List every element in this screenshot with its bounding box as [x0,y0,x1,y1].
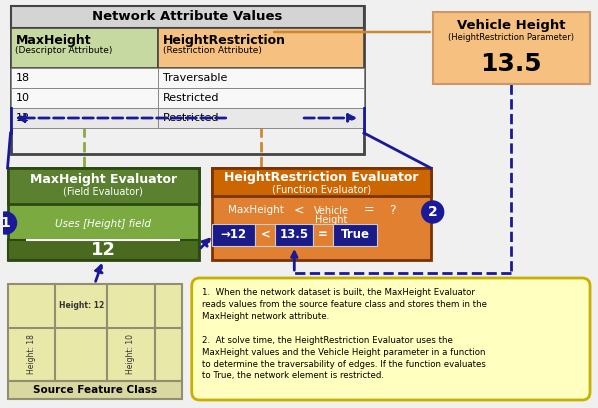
Bar [433,12,590,84]
Circle shape [0,212,17,234]
Text: (Restriction Attribute): (Restriction Attribute) [163,46,262,55]
Text: =: = [318,228,328,242]
Bar [158,88,364,108]
Bar [333,224,377,246]
Bar [212,168,431,260]
Text: Height: Height [315,215,347,225]
Bar [158,68,364,88]
Text: Traversable: Traversable [163,73,227,83]
Bar [158,28,364,68]
Bar [212,224,255,246]
Text: <: < [294,204,304,217]
Text: 2: 2 [428,205,438,219]
Bar [11,88,158,108]
Text: <: < [261,228,270,242]
Text: Height: 18: Height: 18 [27,334,36,374]
Text: MaxHeight: MaxHeight [228,205,283,215]
Text: True: True [340,228,370,242]
Text: (Descriptor Attribute): (Descriptor Attribute) [16,46,113,55]
Bar [11,28,158,68]
Bar [11,108,158,128]
Text: Network Attribute Values: Network Attribute Values [92,11,282,24]
Circle shape [422,201,444,223]
Text: HeightRestriction: HeightRestriction [163,34,286,47]
Text: (Function Evaluator): (Function Evaluator) [271,184,371,194]
Text: 13.5: 13.5 [481,52,542,76]
FancyBboxPatch shape [192,278,590,400]
Bar [8,284,182,381]
Text: (HeightRestriction Parameter): (HeightRestriction Parameter) [448,33,574,42]
Text: Restricted: Restricted [163,93,219,103]
Text: 1: 1 [1,216,10,230]
Bar [276,224,313,246]
Bar [8,168,199,260]
Text: =: = [364,204,374,217]
Text: ?: ? [389,204,396,217]
Text: 2.  At solve time, the HeightRestriction Evaluator uses the
MaxHeight values and: 2. At solve time, the HeightRestriction … [202,336,486,380]
Text: Uses [Height] field: Uses [Height] field [55,219,151,229]
Text: 1.  When the network dataset is built, the MaxHeight Evaluator
reads values from: 1. When the network dataset is built, th… [202,288,487,321]
Text: 18: 18 [16,73,30,83]
Bar [313,224,333,246]
Text: MaxHeight: MaxHeight [16,34,91,47]
Text: 12: 12 [16,113,30,123]
Text: Vehicle: Vehicle [313,206,349,216]
Bar [8,240,199,260]
Text: MaxHeight Evaluator: MaxHeight Evaluator [29,173,176,186]
Bar [8,168,199,204]
Text: 10: 10 [16,93,29,103]
Text: Source Feature Class: Source Feature Class [33,385,157,395]
Bar [11,6,364,154]
Text: HeightRestriction Evaluator: HeightRestriction Evaluator [224,171,419,184]
Bar [11,68,158,88]
Text: Restricted: Restricted [163,113,219,123]
Bar [255,224,276,246]
Text: 13.5: 13.5 [280,228,309,242]
Text: Height: 12: Height: 12 [59,301,104,310]
Bar [8,381,182,399]
Text: 12: 12 [91,241,115,259]
Text: Height: 10: Height: 10 [127,334,136,374]
Bar [212,168,431,196]
Text: (Field Evaluator): (Field Evaluator) [63,187,143,197]
Bar [158,108,364,128]
Bar [11,6,364,28]
Text: Vehicle Height: Vehicle Height [457,20,566,33]
Text: →12: →12 [221,228,246,242]
